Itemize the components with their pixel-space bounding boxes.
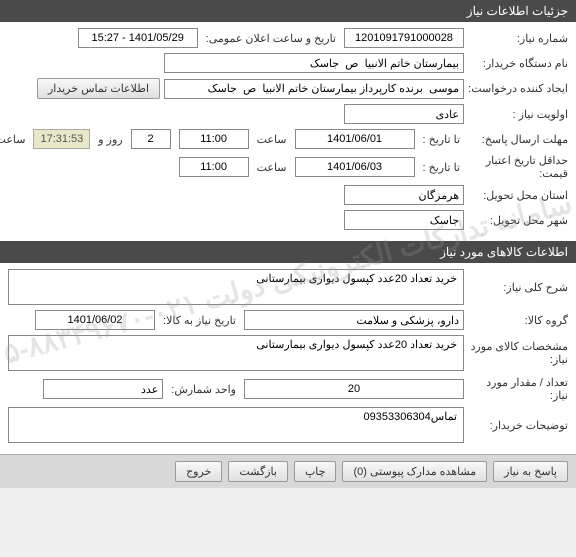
public-date-input[interactable] (78, 28, 198, 48)
remaining-label: ساعت باقی مانده (0, 133, 29, 146)
province-label: استان محل تحویل: (468, 189, 568, 202)
exit-button[interactable]: خروج (175, 461, 222, 482)
days-label: روز و (94, 133, 126, 146)
need-number-label: شماره نیاز: (468, 32, 568, 45)
need-info-body: شماره نیاز: تاریخ و ساعت اعلان عمومی: نا… (0, 22, 576, 241)
unit-input[interactable] (43, 379, 163, 399)
buyer-input[interactable] (164, 53, 464, 73)
unit-label: واحد شمارش: (167, 383, 240, 396)
requester-input[interactable] (164, 79, 464, 99)
to-date-label-2: تا تاریخ : (419, 161, 464, 174)
notes-input[interactable] (8, 407, 464, 443)
deadline-label: مهلت ارسال پاسخ: (468, 133, 568, 146)
validity-time-input[interactable] (179, 157, 249, 177)
spec-input[interactable] (8, 335, 464, 371)
buyer-label: نام دستگاه خریدار: (468, 57, 568, 70)
print-button[interactable]: چاپ (294, 461, 337, 482)
need-info-header: جزئیات اطلاعات نیاز (0, 0, 576, 22)
days-input[interactable] (131, 129, 171, 149)
need-date-label: تاریخ نیاز به کالا: (159, 314, 240, 327)
time-label-1: ساعت (253, 133, 291, 146)
validity-date-input[interactable] (295, 157, 415, 177)
requester-label: ایجاد کننده درخواست: (468, 82, 568, 95)
deadline-date-input[interactable] (295, 129, 415, 149)
group-input[interactable] (244, 310, 464, 330)
desc-input[interactable] (8, 269, 464, 305)
priority-label: اولویت نیاز : (468, 108, 568, 121)
back-button[interactable]: بازگشت (228, 461, 288, 482)
need-number-input[interactable] (344, 28, 464, 48)
time-label-2: ساعت (253, 161, 291, 174)
public-date-label: تاریخ و ساعت اعلان عمومی: (202, 32, 340, 45)
qty-label: تعداد / مقدار مورد نیاز: (468, 376, 568, 402)
spec-label: مشخصات کالای مورد نیاز: (468, 340, 568, 366)
city-label: شهر محل تحویل: (468, 214, 568, 227)
goods-info-header: اطلاعات کالاهای مورد نیاز (0, 241, 576, 263)
attachments-button[interactable]: مشاهده مدارک پیوستی (0) (342, 461, 487, 482)
qty-input[interactable] (244, 379, 464, 399)
priority-input[interactable] (344, 104, 464, 124)
city-input[interactable] (344, 210, 464, 230)
footer-bar: پاسخ به نیاز مشاهده مدارک پیوستی (0) چاپ… (0, 454, 576, 488)
to-date-label-1: تا تاریخ : (419, 133, 464, 146)
buyer-contact-button[interactable]: اطلاعات تماس خریدار (37, 78, 160, 99)
notes-label: توضیحات خریدار: (468, 419, 568, 432)
desc-label: شرح کلی نیاز: (468, 281, 568, 294)
group-label: گروه کالا: (468, 314, 568, 327)
countdown-display: 17:31:53 (33, 129, 90, 149)
deadline-time-input[interactable] (179, 129, 249, 149)
reply-button[interactable]: پاسخ به نیاز (493, 461, 568, 482)
province-input[interactable] (344, 185, 464, 205)
validity-label: حداقل تاریخ اعتبار قیمت: (468, 154, 568, 180)
need-date-input[interactable] (35, 310, 155, 330)
goods-info-body: شرح کلی نیاز: گروه کالا: تاریخ نیاز به ک… (0, 263, 576, 454)
